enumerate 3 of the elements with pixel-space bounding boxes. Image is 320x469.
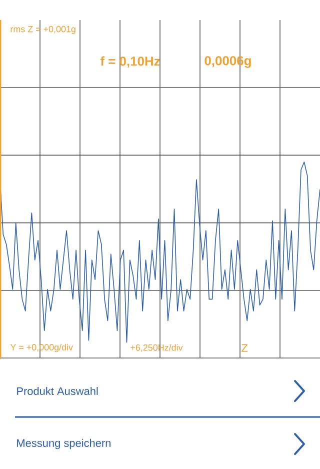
text: Produkt Auswahl	[17, 386, 98, 396]
annotation: Z	[242, 344, 248, 352]
text: Messung speichern	[17, 438, 110, 450]
